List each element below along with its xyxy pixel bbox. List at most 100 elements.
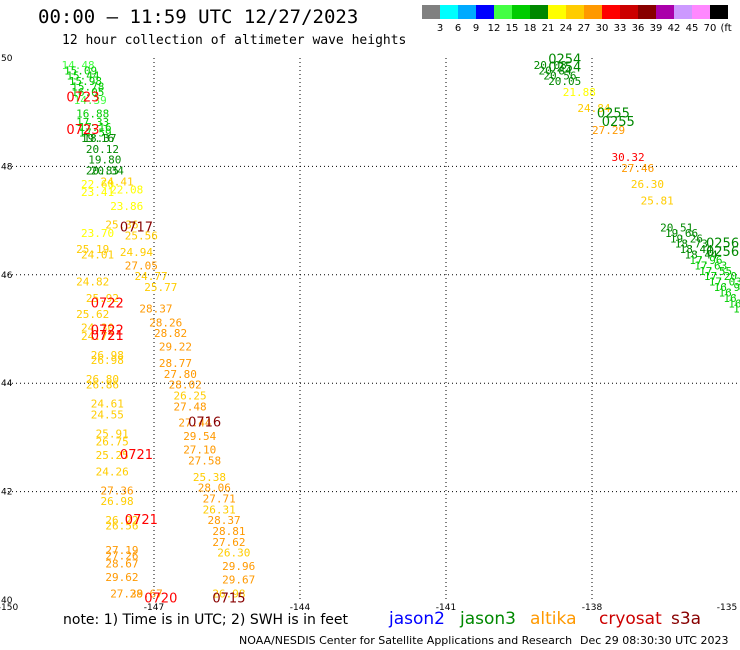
track-time-label: 0256 [706, 237, 739, 252]
track-time-labels: 0723072307170722072207210716072107210720… [66, 52, 739, 606]
lat-tick-label: 50 [1, 54, 13, 64]
lon-tick-label: -147 [144, 603, 164, 613]
wave-height-value: 25.19 [76, 243, 109, 256]
wave-height-value: 28.37 [208, 514, 241, 527]
wave-height-value: 20.84 [538, 64, 571, 77]
colorbar-swatch [458, 5, 476, 19]
colorbar-label: 33 [614, 23, 627, 34]
wave-height-value: 26.98 [212, 587, 245, 600]
wave-height-value: 17.96 [689, 254, 722, 267]
wave-height-value: 20.05 [548, 75, 581, 88]
legend-s3a: s3a [671, 609, 702, 629]
wave-height-value: 18.44 [684, 249, 717, 262]
credit-text: NOAA/NESDIS Center for Satellite Applica… [239, 634, 573, 647]
wave-height-value: 29.22 [159, 341, 192, 354]
wave-height-value: 28.77 [159, 357, 192, 370]
wave-height-value: 25.91 [96, 427, 129, 440]
wave-height-value: 19.80 [88, 154, 121, 167]
grid [8, 58, 738, 600]
wave-height-value: 24.94 [120, 246, 153, 259]
wave-height-value: 28.26 [149, 316, 182, 329]
track-time-label: 0722 [91, 296, 124, 311]
legend-cryosat: cryosat [599, 609, 662, 629]
wave-height-value: 17.03 [709, 276, 740, 289]
page-title: 00:00 – 11:59 UTC 12/27/2023 [38, 6, 359, 28]
wave-height-value: 24.41 [100, 175, 133, 188]
wave-height-value: 23.41 [81, 186, 114, 199]
wave-height-value: 29.54 [183, 430, 216, 443]
track-time-label: 0721 [91, 329, 124, 344]
lon-tick-label: -144 [290, 603, 311, 613]
colorbar-swatch [620, 5, 638, 19]
wave-height-value: 27.62 [212, 536, 245, 549]
wave-height-value: 25.56 [125, 230, 158, 243]
wave-height-value: 27.39 [110, 587, 143, 600]
wave-height-value: 20.85 [86, 165, 119, 178]
wave-height-value: 25.25 [96, 449, 129, 462]
wave-height-value: 28.37 [139, 303, 172, 316]
colorbar-label: 45 [686, 23, 699, 34]
note-text: note: 1) Time is in UTC; 2) SWH is in fe… [63, 612, 349, 628]
wave-height-value: 30.32 [611, 151, 644, 164]
wave-height-value: 26.56 [105, 520, 138, 533]
wave-height-value: 23.86 [110, 200, 143, 213]
wave-height-value: 24.72 [81, 330, 114, 343]
page-subtitle: 12 hour collection of altimeter wave hei… [62, 33, 407, 48]
track-time-label: 0717 [120, 220, 153, 235]
wave-height-value: 26.22 [105, 514, 138, 527]
wave-height-value: 20.51 [660, 221, 693, 234]
legend-jason3: jason3 [460, 609, 516, 629]
colorbar-swatch [692, 5, 710, 19]
wave-height-value: 27.44 [178, 417, 211, 430]
wave-height-value: 27.29 [592, 124, 625, 137]
wave-height-value: 19.16 [81, 132, 114, 145]
wave-height-value: 16.55 [723, 292, 740, 305]
colorbar-label: 3 [437, 23, 443, 34]
track-time-label: 0722 [91, 323, 124, 338]
wave-height-value: 26.86 [86, 379, 119, 392]
colorbar-swatch [566, 5, 584, 19]
track-time-label: 0256 [706, 245, 739, 260]
wave-height-value: 24.55 [91, 408, 124, 421]
lon-tick-label: -135 [717, 603, 737, 613]
wave-height-value: 22.60 [81, 178, 114, 191]
wave-height-value: 27.26 [105, 549, 138, 562]
colorbar-label: 9 [473, 23, 479, 34]
lon-tick-label: -138 [582, 603, 603, 613]
wave-height-value: 18.73 [675, 238, 708, 251]
wave-height-value: 25.38 [193, 471, 226, 484]
colorbar-label: 36 [632, 23, 645, 34]
track-time-label: 0723 [66, 90, 99, 105]
wave-height-value: 29.62 [105, 571, 138, 584]
wave-height-value: 27.10 [183, 444, 216, 457]
colorbar-swatch [584, 5, 602, 19]
lon-tick-label: -141 [436, 603, 456, 613]
wave-height-value: 18.44 [680, 243, 713, 256]
colorbar-swatch [548, 5, 566, 19]
wave-height-value: 27.36 [100, 484, 133, 497]
colorbar-label: 70 [704, 23, 717, 34]
colorbar-swatch [674, 5, 692, 19]
colorbar-swatch [710, 5, 728, 19]
wave-height-value: 17.16 [79, 121, 112, 134]
wave-height-value: 25.92 [86, 292, 119, 305]
wave-height-value: 16.05 [71, 86, 104, 99]
wave-height-value: 19.26 [670, 232, 703, 245]
wave-height-value: 29.96 [222, 560, 255, 573]
wave-height-value: 27.19 [105, 544, 138, 557]
wave-height-value: 25.81 [641, 194, 674, 207]
track-time-label: 0715 [212, 592, 245, 607]
wave-height-value: 28.82 [154, 327, 187, 340]
colorbar-label: 42 [668, 23, 681, 34]
lat-tick-label: 46 [1, 271, 13, 281]
wave-height-value: 24.61 [91, 398, 124, 411]
wave-height-value: 24.01 [81, 249, 114, 262]
wave-height-value: 27.58 [188, 455, 221, 468]
wave-height-value: 20.12 [86, 143, 119, 156]
wave-height-value: 18.37 [83, 132, 116, 145]
wave-height-value: 28.06 [198, 482, 231, 495]
wave-height-value: 26.98 [91, 349, 124, 362]
lat-tick-label: 44 [1, 379, 13, 389]
wave-height-value: 26.98 [100, 495, 133, 508]
colorbar-swatch [422, 5, 440, 19]
